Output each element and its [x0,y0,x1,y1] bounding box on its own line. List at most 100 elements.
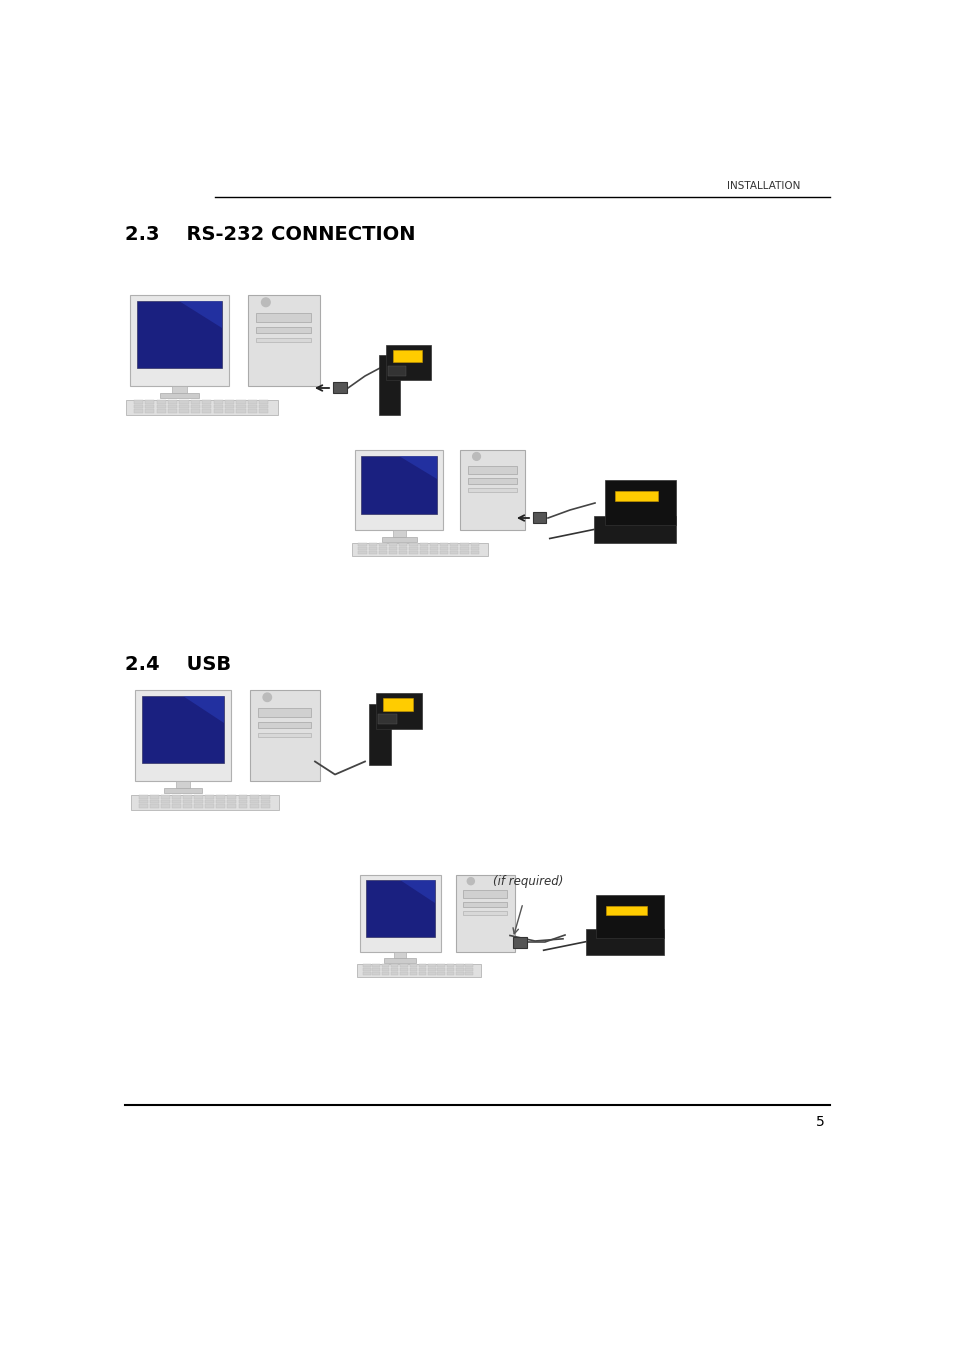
Bar [392,531,405,537]
Bar [456,972,463,975]
Bar [250,795,258,799]
Bar [409,543,417,547]
Bar [191,405,200,408]
Bar [465,972,473,975]
Bar [236,409,245,413]
Bar [238,799,247,803]
Bar [259,409,268,413]
Bar [372,972,379,975]
Bar [470,543,478,547]
Bar [183,805,192,807]
Bar [381,972,389,975]
Bar [389,543,396,547]
Circle shape [263,693,272,702]
Bar [250,805,258,807]
Bar [513,937,526,948]
Bar [470,547,478,551]
Bar [439,551,448,554]
Bar [368,543,376,547]
Bar [205,799,214,803]
Bar [168,409,177,413]
Bar [428,968,436,971]
Bar [225,401,233,404]
Bar [365,880,435,937]
Bar [191,409,200,413]
Bar [384,958,416,963]
Polygon shape [398,456,436,479]
Bar [258,709,311,717]
Bar [400,964,407,967]
Bar [248,401,256,404]
Bar [132,795,279,810]
Bar [358,543,366,547]
Bar [205,795,214,799]
Bar [156,401,166,404]
Bar [460,450,524,531]
Bar [437,964,444,967]
Bar [137,301,222,367]
Bar [194,799,203,803]
Bar [256,338,311,343]
Bar [191,401,200,404]
Bar [430,543,437,547]
Bar [356,964,480,977]
Bar [248,405,256,408]
Bar [216,799,225,803]
Bar [368,547,376,551]
Bar [133,405,143,408]
Bar [159,393,199,398]
Bar [156,409,166,413]
Bar [202,405,212,408]
Bar [606,906,647,915]
Bar [150,795,158,799]
Bar [398,547,407,551]
Bar [604,481,676,525]
Bar [446,964,454,967]
Bar [358,547,366,551]
Bar [138,805,148,807]
Bar [259,405,268,408]
Bar [381,964,389,967]
Bar [256,313,311,323]
Bar [398,551,407,554]
Bar [359,875,440,952]
Bar [161,799,170,803]
Bar [460,551,468,554]
Bar [593,516,676,543]
Bar [465,968,473,971]
Bar [409,551,417,554]
Bar [260,795,270,799]
Bar [389,551,396,554]
Bar [391,968,398,971]
Bar [463,902,507,907]
Bar [130,296,229,386]
Bar [456,875,515,952]
Bar [460,543,468,547]
Bar [363,968,370,971]
Bar [194,795,203,799]
Bar [382,698,413,711]
Bar [615,491,658,501]
Bar [418,964,426,967]
Polygon shape [183,697,224,724]
Bar [202,401,212,404]
Bar [333,382,347,393]
Bar [179,409,189,413]
Bar [142,697,224,763]
Bar [377,714,396,725]
Polygon shape [179,301,222,328]
Bar [400,968,407,971]
Bar [409,968,416,971]
Bar [172,795,181,799]
Bar [175,782,190,788]
Bar [260,805,270,807]
Bar [183,799,192,803]
Bar [450,547,457,551]
Text: (if required): (if required) [493,875,562,888]
Bar [391,972,398,975]
Bar [437,968,444,971]
Bar [375,693,422,729]
Bar [381,968,389,971]
Bar [156,405,166,408]
Bar [437,972,444,975]
